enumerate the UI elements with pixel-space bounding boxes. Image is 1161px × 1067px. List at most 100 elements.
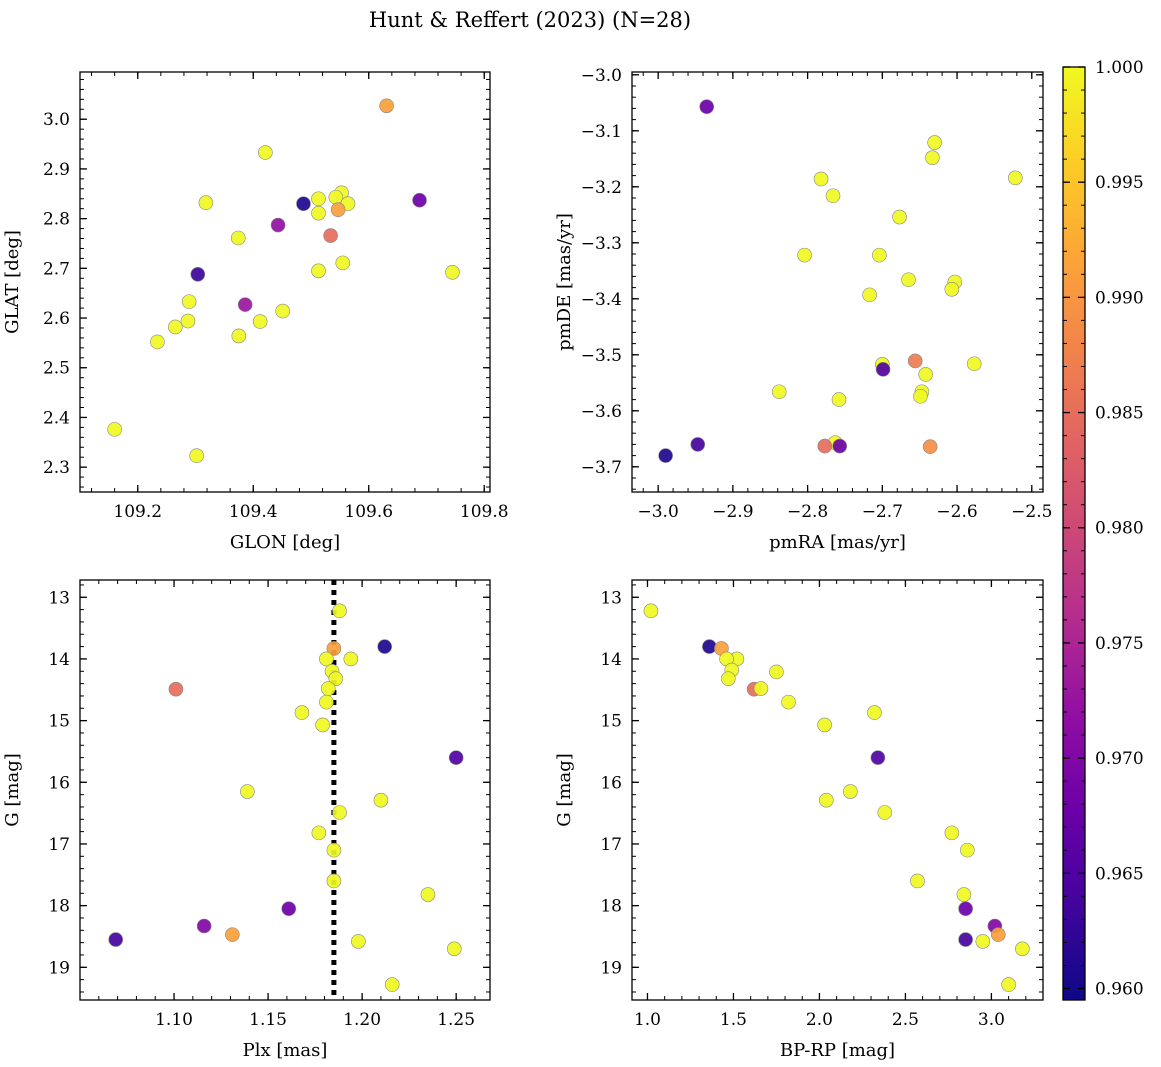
- y-tick-label: 2.6: [43, 309, 70, 329]
- data-point: [332, 603, 347, 619]
- y-tick-label: 14: [48, 650, 70, 670]
- data-point: [1001, 977, 1016, 992]
- y-tick-label: 2.4: [43, 408, 70, 428]
- y-tick-label: 16: [48, 773, 70, 793]
- data-point: [771, 384, 787, 400]
- data-point: [189, 448, 204, 464]
- data-point: [315, 717, 330, 733]
- data-point: [294, 705, 310, 720]
- data-point: [351, 934, 366, 949]
- data-point: [832, 438, 848, 454]
- x-axis-label: pmRA [mas/yr]: [769, 532, 906, 553]
- colorbar-tick-label: 0.990: [1095, 288, 1144, 308]
- data-point: [230, 230, 246, 246]
- data-point: [862, 287, 877, 303]
- y-tick-label: 2.3: [43, 458, 70, 478]
- data-point: [702, 639, 717, 654]
- x-tick-label: −2.8: [787, 502, 828, 522]
- colorbar-tick-label: 0.985: [1095, 404, 1144, 424]
- data-point: [901, 272, 916, 288]
- data-point: [320, 681, 336, 696]
- colorbar-tick-label: 0.965: [1095, 864, 1144, 884]
- x-axis-label: GLON [deg]: [230, 532, 340, 553]
- data-point: [150, 334, 165, 350]
- y-tick-label: −3.0: [581, 66, 622, 86]
- data-point: [240, 784, 255, 799]
- data-point: [907, 353, 923, 369]
- data-point: [296, 196, 311, 212]
- data-point: [323, 228, 338, 243]
- figure-title: Hunt & Reffert (2023) (N=28): [369, 8, 691, 32]
- colorbar-tick-label: 0.980: [1095, 519, 1144, 539]
- data-point: [831, 392, 847, 407]
- data-point: [168, 681, 184, 697]
- y-axis-label: G [mag]: [2, 753, 23, 826]
- data-point: [319, 694, 334, 710]
- data-point: [311, 825, 327, 841]
- axes-frame: [79, 579, 491, 1001]
- y-tick-label: 15: [48, 712, 70, 732]
- data-point: [412, 192, 427, 208]
- y-tick-label: 16: [600, 773, 622, 793]
- data-point: [107, 422, 122, 437]
- data-point: [281, 901, 297, 917]
- y-tick-label: −3.7: [581, 458, 622, 478]
- panel-pmde-vs-pmra: −3.0 −2.9 −2.8 −2.7 −2.6 −2.5 −3.7 −3.6 −3.5 −3.4…: [554, 66, 1052, 553]
- x-tick-label: 1.5: [720, 1010, 747, 1030]
- x-axis-label: Plx [mas]: [243, 1040, 328, 1061]
- y-tick-label: 2.8: [43, 210, 70, 230]
- data-point: [658, 448, 673, 463]
- x-tick-label: 1.15: [249, 1010, 287, 1030]
- data-point: [990, 927, 1006, 942]
- data-point: [180, 313, 196, 329]
- data-point: [326, 641, 342, 656]
- data-point: [108, 932, 124, 947]
- data-point: [373, 792, 389, 808]
- data-point: [231, 328, 247, 344]
- colorbar-scale: [1062, 66, 1086, 1001]
- data-point: [960, 842, 975, 858]
- y-tick-label: 14: [600, 650, 622, 670]
- data-point: [1015, 941, 1030, 957]
- data-point: [330, 202, 346, 217]
- colorbar-tick-label: 0.960: [1095, 979, 1144, 999]
- panel-g-vs-plx: 1.10 1.15 1.20 1.25 13 14 15 16 17 18 19 Plx [mas] G…: [2, 579, 491, 1061]
- colorbar-tick-label: 0.995: [1095, 173, 1144, 193]
- data-point: [328, 671, 344, 686]
- data-point: [958, 901, 973, 917]
- y-tick-label: 19: [600, 958, 622, 978]
- data-point: [326, 842, 342, 858]
- y-axis-label: GLAT [deg]: [2, 230, 23, 334]
- data-point: [167, 319, 183, 335]
- data-point: [343, 651, 359, 667]
- data-point: [311, 205, 326, 221]
- y-axis-label: pmDE [mas/yr]: [554, 213, 575, 351]
- data-point: [913, 388, 928, 404]
- y-tick-label: 19: [48, 958, 70, 978]
- data-point: [819, 792, 834, 808]
- data-point: [817, 438, 833, 454]
- data-point: [270, 217, 286, 233]
- data-point: [328, 189, 344, 205]
- data-point: [643, 603, 659, 619]
- data-point: [944, 825, 960, 841]
- data-point: [927, 135, 942, 150]
- data-point: [922, 439, 938, 454]
- data-point: [332, 805, 347, 820]
- x-axis-label: BP-RP [mag]: [780, 1040, 895, 1061]
- y-tick-label: 15: [600, 712, 622, 732]
- data-point: [225, 927, 240, 942]
- data-point: [910, 873, 925, 889]
- y-tick-label: 18: [600, 897, 622, 917]
- data-point: [319, 651, 334, 667]
- data-point: [966, 356, 982, 372]
- y-tick-label: 2.5: [43, 359, 70, 379]
- data-point: [944, 281, 960, 297]
- data-point: [181, 294, 197, 309]
- data-point: [1008, 170, 1023, 186]
- data-point: [877, 805, 893, 820]
- data-point: [925, 150, 940, 165]
- data-point: [196, 918, 212, 934]
- y-axis-label: G [mag]: [554, 753, 575, 826]
